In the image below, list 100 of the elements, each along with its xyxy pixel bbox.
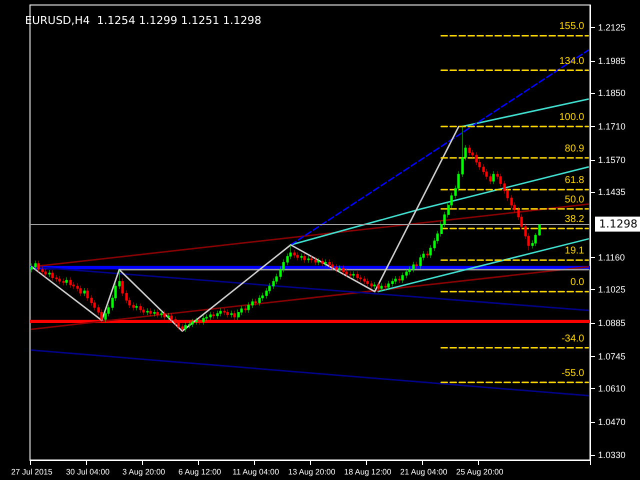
candlestick	[30, 263, 33, 273]
candlestick	[51, 270, 54, 281]
candlestick	[258, 294, 261, 306]
candlestick	[387, 280, 390, 290]
candlestick	[394, 276, 397, 284]
candlestick	[83, 288, 86, 296]
y-tick-label: 1.0610	[598, 384, 626, 394]
x-tick-label: 3 Aug 20:00	[122, 468, 166, 476]
candlestick	[191, 318, 194, 328]
candlestick	[370, 280, 373, 290]
candlestick	[184, 322, 187, 332]
series-label: -34.0	[561, 333, 585, 344]
candlestick	[349, 271, 352, 278]
candlestick	[331, 262, 334, 270]
line-series	[31, 126, 460, 332]
candlestick	[58, 276, 61, 284]
y-tick-label: 1.0330	[598, 450, 626, 460]
candlestick	[209, 312, 212, 320]
x-tick-label: 27 Jul 2015	[11, 468, 53, 476]
y-tick-label: 1.1435	[598, 187, 626, 198]
candlestick	[373, 282, 376, 290]
candlestick	[293, 250, 296, 258]
candlestick	[65, 277, 68, 286]
candlestick	[377, 282, 380, 292]
candlestick	[310, 256, 313, 264]
candlestick	[300, 253, 303, 261]
candlestick	[223, 308, 226, 316]
candlestick	[356, 271, 359, 281]
candlestick	[247, 302, 250, 314]
candlestick	[419, 254, 422, 269]
series-label: 50.0	[564, 194, 585, 206]
candlestick	[69, 277, 72, 288]
y-tick-label: 1.1985	[598, 56, 626, 66]
candlestick	[202, 315, 205, 325]
candlestick	[296, 252, 299, 261]
candlestick	[426, 250, 429, 258]
candlestick	[492, 171, 495, 184]
candlestick	[139, 303, 142, 314]
candlestick	[398, 276, 401, 284]
candlestick	[335, 264, 338, 273]
candlestick	[195, 318, 198, 325]
candlestick	[342, 265, 345, 275]
candlestick	[48, 270, 51, 278]
candlestick	[79, 285, 82, 296]
candlestick	[244, 306, 247, 314]
candlestick	[380, 282, 383, 292]
candlestick	[153, 309, 156, 317]
candlestick	[328, 259, 331, 268]
y-tick-label: 1.0470	[598, 416, 626, 427]
candlestick	[401, 272, 404, 284]
candlestick	[324, 259, 327, 267]
x-tick-label: 11 Aug 04:00	[232, 468, 280, 476]
candlestick	[226, 309, 229, 318]
candlestick	[363, 276, 366, 284]
y-tick-label: 1.1570	[598, 154, 626, 165]
series-label: 155.0	[559, 21, 585, 32]
candlestick	[34, 260, 37, 270]
candlestick	[307, 256, 310, 264]
y-tick-label: 1.1025	[598, 284, 626, 295]
candlestick	[321, 258, 324, 267]
candlestick	[188, 321, 191, 329]
candlestick	[391, 278, 394, 287]
candlestick	[142, 306, 145, 316]
y-tick-label: 1.2125	[598, 22, 626, 33]
candlestick	[149, 308, 152, 317]
candlestick	[146, 308, 149, 316]
candlestick	[384, 282, 387, 290]
candlestick	[317, 258, 320, 266]
x-tick-label: 6 Aug 12:00	[178, 468, 222, 476]
series-label: 100.0	[559, 112, 585, 123]
candlestick	[254, 298, 257, 306]
candlestick	[205, 314, 208, 322]
candlestick	[216, 310, 219, 319]
series-label: 61.8	[564, 175, 585, 186]
candlestick	[415, 262, 418, 269]
y-tick-label: 1.0745	[598, 351, 626, 362]
candlestick	[86, 288, 89, 302]
candlestick	[62, 278, 65, 286]
ref-line-label: 1.1298	[599, 218, 638, 231]
x-tick-label: 21 Aug 04:00	[400, 468, 448, 476]
candlestick	[489, 173, 492, 184]
series-label: 19.1	[564, 246, 585, 257]
y-tick-label: 1.1850	[598, 88, 626, 98]
candlestick	[230, 310, 233, 318]
candlestick	[345, 268, 348, 278]
candlestick	[167, 312, 170, 320]
candlestick	[160, 310, 163, 318]
candlestick	[408, 266, 411, 275]
candlestick	[76, 282, 79, 292]
series-label: 80.9	[564, 143, 585, 154]
candlestick	[156, 309, 159, 318]
series-label: 0.0	[570, 277, 585, 288]
y-tick-label: 1.1160	[598, 252, 625, 263]
x-tick-label: 30 Jul 04:00	[66, 468, 110, 476]
x-tick-label: 18 Aug 12:00	[344, 468, 392, 476]
candlestick	[338, 265, 341, 273]
candlestick	[135, 303, 138, 311]
candlestick	[352, 271, 355, 278]
x-tick-label: 13 Aug 20:00	[288, 468, 336, 476]
candlestick	[219, 308, 222, 317]
